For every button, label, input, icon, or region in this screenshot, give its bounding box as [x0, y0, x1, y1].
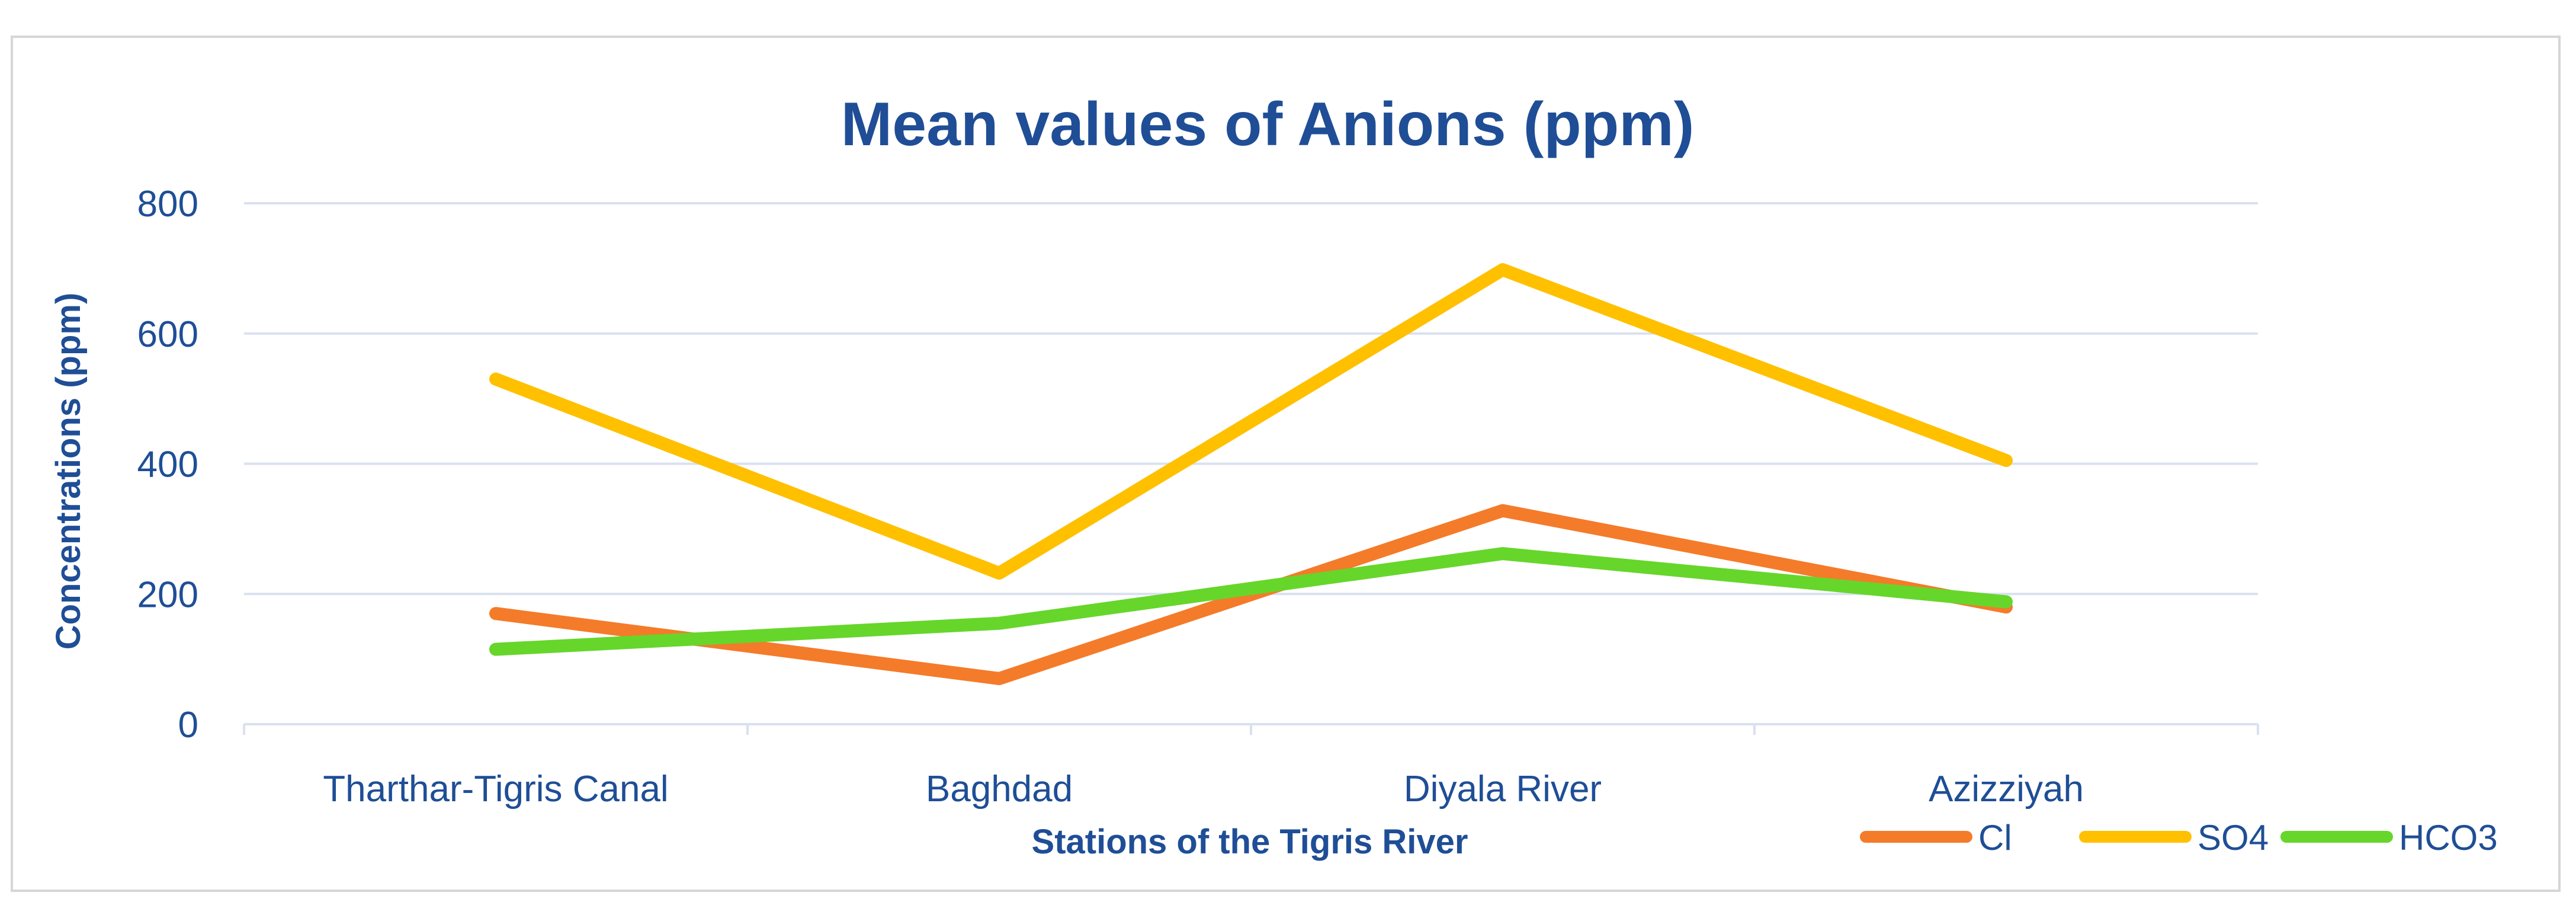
y-tick-labels: 0 200 400 600 800	[137, 184, 198, 746]
x-tick-label: Diyala River	[1404, 769, 1602, 810]
series-line-so4	[489, 263, 2013, 580]
y-tick-label: 0	[178, 705, 198, 746]
y-tick-label: 800	[137, 184, 198, 225]
y-tick-label: 600	[137, 314, 198, 355]
legend-label-cl: Cl	[1978, 818, 2012, 858]
x-tick-labels: Tharthar-Tigris Canal Baghdad Diyala River…	[323, 769, 2084, 810]
gridlines	[243, 202, 2259, 735]
x-axis-label: Stations of the Tigris River	[1032, 823, 1468, 861]
series-lines	[489, 263, 2013, 686]
chart-title: Mean values of Anions (ppm)	[841, 90, 1695, 159]
series-line-hco3	[489, 547, 2013, 656]
legend-label-hco3: HCO3	[2399, 818, 2498, 858]
x-tick-label: Azizziyah	[1929, 769, 2084, 810]
y-tick-label: 400	[137, 444, 198, 485]
y-tick-label: 200	[137, 574, 198, 615]
y-axis-label: Concentrations (ppm)	[49, 293, 88, 650]
x-tick-label: Baghdad	[926, 769, 1073, 810]
x-tick-label: Tharthar-Tigris Canal	[323, 769, 668, 810]
legend-label-so4: SO4	[2198, 818, 2269, 858]
legend: Cl SO4 HCO3	[1860, 818, 2498, 858]
